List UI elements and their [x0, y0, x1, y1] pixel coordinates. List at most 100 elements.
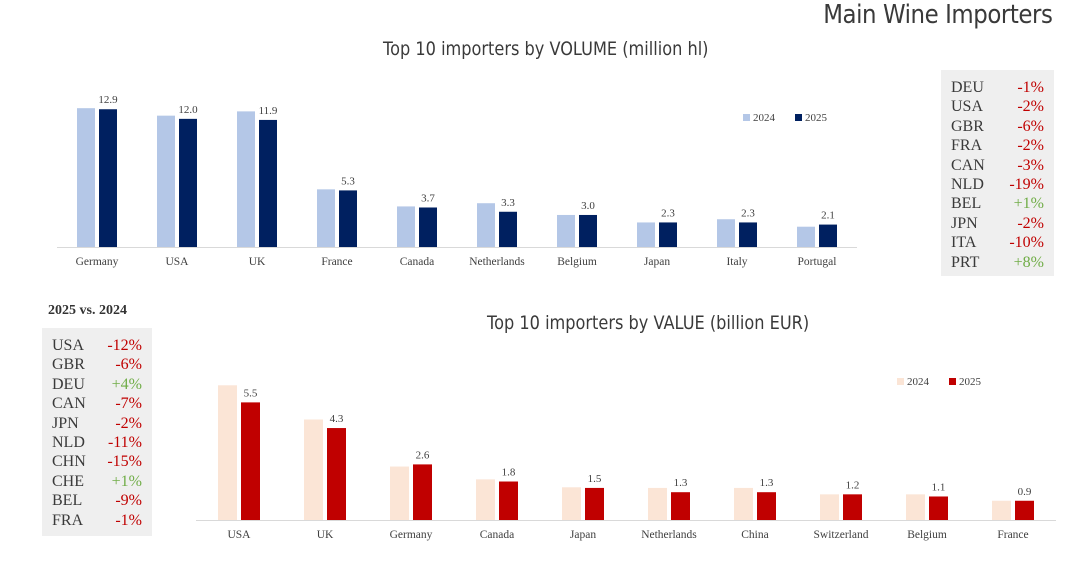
legend-label: 2025 [959, 376, 982, 388]
bar-2024-canada [476, 479, 495, 520]
change-row: USA -12% [52, 336, 142, 355]
bar-2024-france [992, 500, 1011, 520]
change-row: JPN -2% [951, 214, 1044, 233]
data-label: 1.2 [846, 479, 860, 491]
change-value: -15% [107, 453, 142, 471]
country-code: GBR [52, 356, 85, 374]
legend-swatch-2024 [743, 114, 750, 121]
bar-2024-portugal [797, 226, 815, 247]
category-label: Belgium [557, 256, 597, 268]
legend-swatch-2025 [795, 114, 802, 121]
bar-2025-germany [413, 464, 432, 520]
change-row: DEU +4% [52, 375, 142, 394]
change-row: ITA -10% [951, 233, 1044, 252]
country-code: DEU [951, 79, 984, 96]
data-label: 5.3 [341, 175, 355, 187]
category-label: China [741, 529, 768, 541]
category-label: Belgium [907, 529, 947, 541]
change-row: CAN -3% [951, 156, 1044, 175]
bar-2024-japan [637, 222, 655, 247]
page-title: Main Wine Importers [822, 0, 1053, 30]
country-code: ITA [951, 234, 977, 252]
bar-2024-china [734, 487, 753, 520]
change-value: -12% [107, 337, 142, 354]
country-code: BEL [52, 492, 83, 510]
country-code: GBR [951, 117, 984, 135]
category-label: France [321, 256, 352, 268]
bar-2024-belgium [906, 494, 925, 520]
value-change-heading: 2025 vs. 2024 [48, 303, 127, 318]
change-row: FRA -2% [951, 136, 1044, 155]
bar-2025-uk [327, 428, 346, 520]
bar-2025-netherlands [499, 211, 517, 247]
country-code: CAN [951, 156, 985, 174]
bar-2024-belgium [557, 214, 575, 247]
country-code: CHE [52, 472, 84, 490]
data-label: 2.3 [661, 207, 675, 219]
bar-2025-japan [585, 487, 604, 520]
country-code: CHN [52, 453, 86, 471]
change-value: +8% [1013, 253, 1044, 271]
data-label: 1.3 [674, 477, 688, 489]
change-row: GBR -6% [951, 117, 1044, 136]
value-chart-title: Top 10 importers by VALUE (billion EUR) [487, 312, 810, 334]
change-row: CHN -15% [52, 452, 142, 471]
bar-2025-usa [241, 402, 260, 520]
change-value: -11% [107, 433, 142, 451]
bar-2025-portugal [819, 224, 837, 247]
legend-swatch-2025 [949, 378, 956, 385]
bar-2024-uk [304, 419, 323, 520]
country-code: USA [951, 98, 984, 116]
bar-2024-usa [157, 115, 175, 248]
category-label: UK [317, 529, 334, 541]
change-value: -2% [1017, 98, 1044, 116]
category-label: France [997, 529, 1028, 541]
country-code: DEU [52, 375, 85, 393]
country-code: CAN [52, 395, 86, 413]
country-code: NLD [951, 175, 984, 193]
bar-2025-china [757, 492, 776, 520]
change-row: DEU -1% [951, 78, 1044, 97]
category-label: Netherlands [641, 529, 697, 541]
change-value: +4% [111, 375, 142, 393]
data-label: 12.9 [98, 94, 118, 106]
data-label: 3.7 [421, 192, 435, 204]
category-label: Italy [726, 256, 747, 268]
category-label: Portugal [798, 256, 837, 268]
change-row: CHE +1% [52, 472, 142, 491]
bar-2024-netherlands [648, 487, 667, 520]
volume-change-table: DEU -1% USA -2% GBR -6% FRA -2% CAN -3% NLD -19% BEL… [941, 70, 1054, 276]
change-row: NLD -19% [951, 175, 1044, 194]
data-label: 2.3 [741, 207, 755, 219]
bar-2024-japan [562, 487, 581, 520]
bar-2025-uk [259, 119, 277, 247]
change-row: PRT +8% [951, 253, 1044, 272]
data-label: 0.9 [1018, 486, 1032, 498]
change-value: -3% [1017, 156, 1044, 174]
change-value: -10% [1009, 234, 1044, 252]
country-code: PRT [951, 253, 980, 271]
bar-2025-france [339, 190, 357, 247]
bar-2025-netherlands [671, 492, 690, 520]
bar-2025-canada [419, 207, 437, 247]
change-row: USA -2% [951, 97, 1044, 116]
change-value: -6% [115, 356, 142, 374]
category-label: Germany [390, 529, 433, 541]
change-row: BEL +1% [951, 194, 1044, 213]
country-code: FRA [52, 511, 84, 529]
change-value: -2% [1017, 214, 1044, 232]
change-row: CAN -7% [52, 394, 142, 413]
category-label: Canada [480, 529, 514, 541]
bar-2025-italy [739, 222, 757, 247]
category-label: Germany [76, 256, 119, 268]
category-label: Canada [400, 256, 434, 268]
bar-2024-netherlands [477, 203, 495, 247]
bar-2024-germany [390, 466, 409, 520]
change-value: -19% [1009, 175, 1044, 193]
change-row: NLD -11% [52, 433, 142, 452]
legend-label: 2025 [805, 112, 828, 124]
category-label: Japan [570, 529, 596, 541]
change-value: -9% [115, 492, 142, 510]
change-value: -6% [1017, 117, 1044, 135]
